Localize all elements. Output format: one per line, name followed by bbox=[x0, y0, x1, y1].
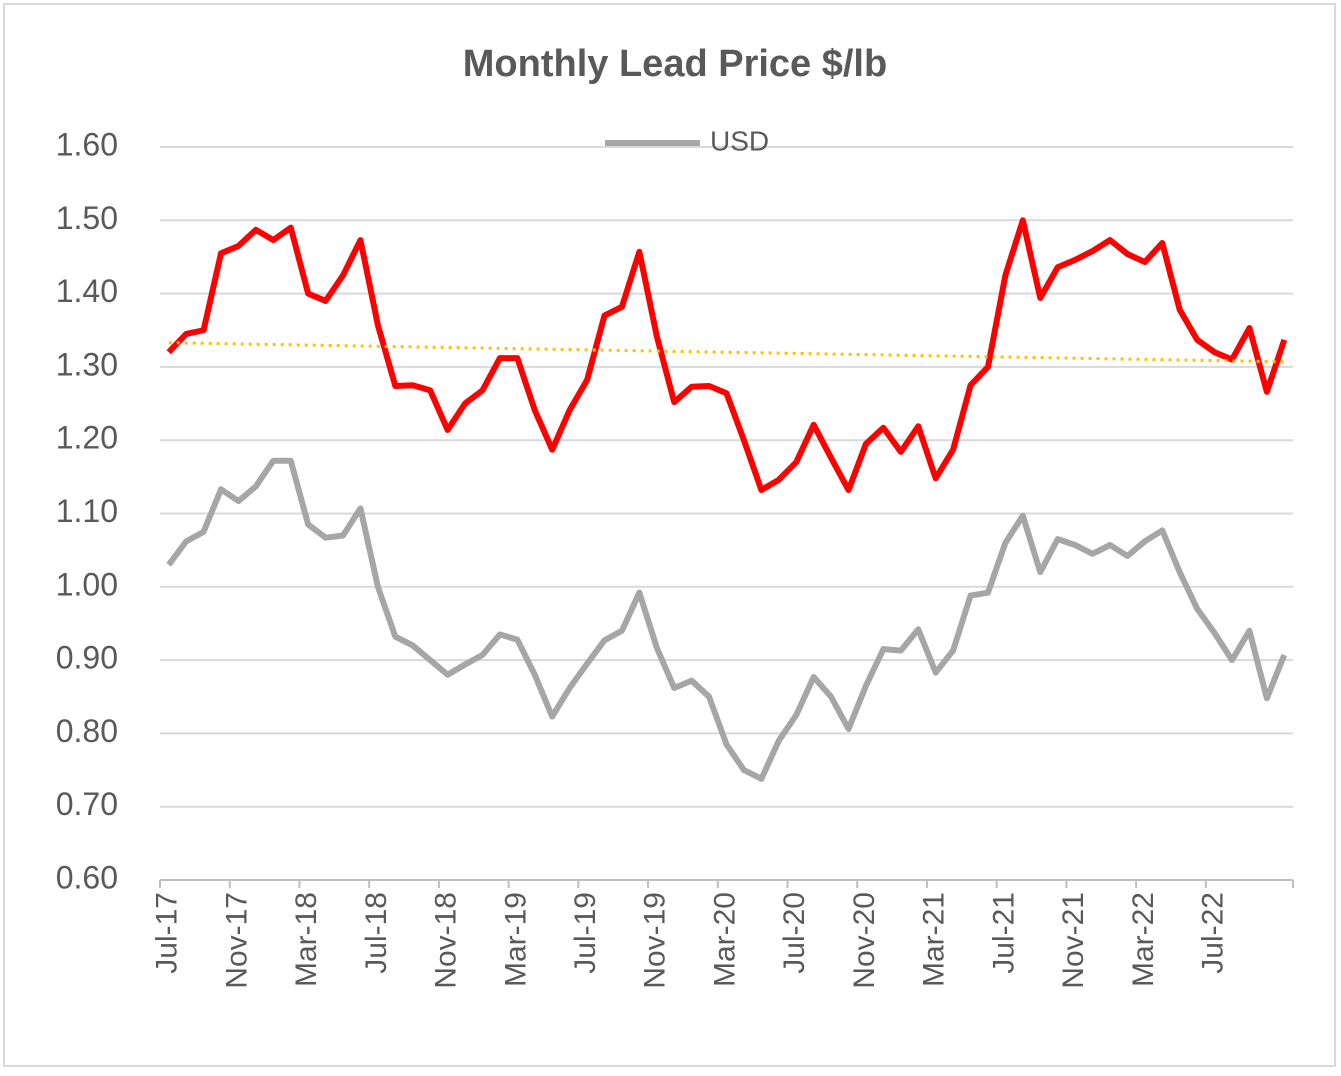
x-tick-label: Mar-19 bbox=[499, 892, 532, 987]
trendline bbox=[168, 341, 1285, 364]
y-tick-label: 0.80 bbox=[56, 713, 118, 749]
x-tick-label: Jul-21 bbox=[987, 892, 1020, 974]
x-tick-label: Mar-22 bbox=[1127, 892, 1160, 987]
x-tick-label: Jul-17 bbox=[151, 892, 184, 974]
y-tick-label: 1.50 bbox=[56, 200, 118, 236]
x-tick-label: Jul-18 bbox=[360, 892, 393, 974]
y-tick-label: 1.30 bbox=[56, 346, 118, 382]
y-tick-label: 1.10 bbox=[56, 493, 118, 529]
x-tick-label: Mar-18 bbox=[290, 892, 323, 987]
legend-label: USD bbox=[710, 125, 769, 156]
y-tick-label: 0.90 bbox=[56, 640, 118, 676]
x-tick-label: Jul-19 bbox=[569, 892, 602, 974]
chart-title: Monthly Lead Price $/lb bbox=[463, 43, 887, 85]
x-tick-label: Nov-21 bbox=[1057, 892, 1090, 989]
y-tick-label: 0.70 bbox=[56, 786, 118, 822]
x-tick-label: Jul-20 bbox=[778, 892, 811, 974]
y-tick-label: 0.60 bbox=[56, 859, 118, 895]
x-tick-label: Mar-20 bbox=[708, 892, 741, 987]
y-tick-label: 1.20 bbox=[56, 420, 118, 456]
x-tick-label: Mar-21 bbox=[918, 892, 951, 987]
series-line bbox=[166, 217, 1288, 494]
x-tick-label: Nov-20 bbox=[848, 892, 881, 989]
chart-border bbox=[3, 3, 1336, 1067]
x-tick-label: Nov-18 bbox=[430, 892, 463, 989]
y-tick-label: 1.00 bbox=[56, 566, 118, 602]
series-line bbox=[166, 457, 1288, 782]
y-tick-label: 1.40 bbox=[56, 273, 118, 309]
y-tick-label: 1.60 bbox=[56, 126, 118, 162]
x-tick-label: Jul-22 bbox=[1196, 892, 1229, 974]
x-tick-label: Nov-19 bbox=[639, 892, 672, 989]
x-tick-label: Nov-17 bbox=[220, 892, 253, 989]
